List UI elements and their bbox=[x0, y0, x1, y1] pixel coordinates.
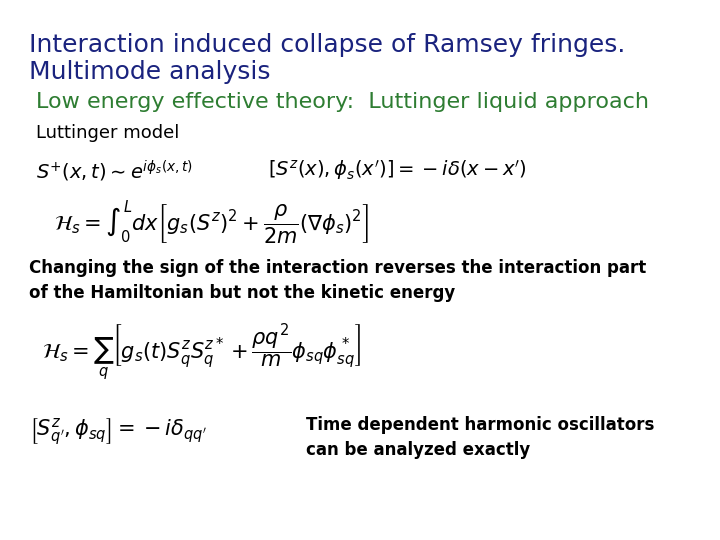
Text: Luttinger model: Luttinger model bbox=[35, 124, 179, 142]
Text: Interaction induced collapse of Ramsey fringes.: Interaction induced collapse of Ramsey f… bbox=[30, 33, 626, 57]
Text: $\mathcal{H}_s = \sum_{q} \left[g_s(t)S^z_q S^{z*}_q + \dfrac{\rho q^2}{m}\phi_{: $\mathcal{H}_s = \sum_{q} \left[g_s(t)S^… bbox=[42, 323, 361, 383]
Text: Low energy effective theory:  Luttinger liquid approach: Low energy effective theory: Luttinger l… bbox=[35, 92, 649, 112]
Text: $S^{+}(x,t) \sim e^{i\phi_s(x,t)}$: $S^{+}(x,t) \sim e^{i\phi_s(x,t)}$ bbox=[35, 158, 193, 184]
Text: Changing the sign of the interaction reverses the interaction part
of the Hamilt: Changing the sign of the interaction rev… bbox=[30, 259, 647, 302]
Text: $[S^z(x), \phi_s(x')] = -i\delta(x - x')$: $[S^z(x), \phi_s(x')] = -i\delta(x - x')… bbox=[269, 158, 527, 183]
Text: $\left[S^z_{q'}, \phi_{sq}\right] = -i\delta_{qq'}$: $\left[S^z_{q'}, \phi_{sq}\right] = -i\d… bbox=[30, 416, 208, 447]
Text: Time dependent harmonic oscillators
can be analyzed exactly: Time dependent harmonic oscillators can … bbox=[306, 416, 654, 459]
Text: Multimode analysis: Multimode analysis bbox=[30, 60, 271, 84]
Text: $\mathcal{H}_s = \int_0^L dx\left[g_s(S^z)^2 + \dfrac{\rho}{2m}(\nabla\phi_s)^2\: $\mathcal{H}_s = \int_0^L dx\left[g_s(S^… bbox=[55, 198, 369, 246]
